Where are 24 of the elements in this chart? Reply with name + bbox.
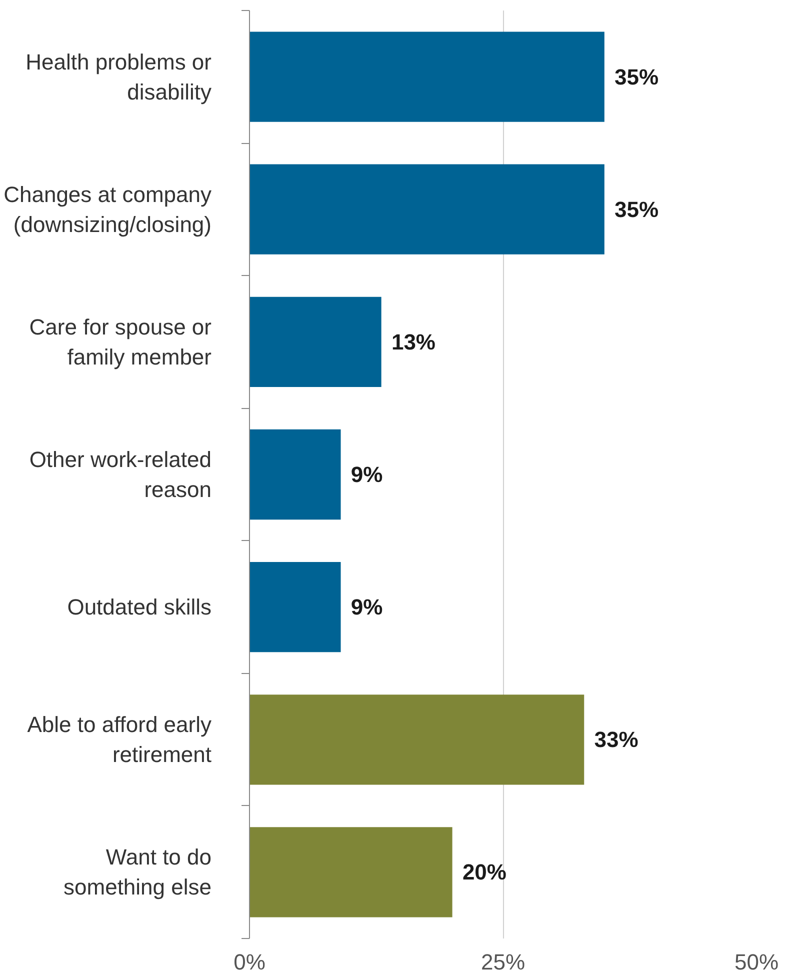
data-label: 35%: [614, 196, 659, 222]
bar: [250, 562, 341, 652]
bar: [250, 827, 452, 918]
x-tick-label: 0%: [234, 950, 266, 974]
data-label: 13%: [391, 329, 436, 354]
bar: [250, 32, 604, 122]
y-tick-label: Able to afford early retirement: [27, 712, 212, 768]
x-tick-label: 25%: [480, 950, 526, 974]
bar: [250, 164, 604, 254]
y-tick-label: Outdated skills: [67, 594, 212, 620]
y-tick-label: Changes at company (downsizing/closing): [4, 182, 212, 237]
y-tick-label: Want to do something else: [64, 844, 212, 900]
x-tick-label: 50%: [734, 950, 779, 974]
bar: [250, 429, 341, 520]
y-tick-label: Other work-related reason: [29, 447, 212, 502]
data-label: 33%: [594, 727, 638, 752]
y-tick-label: Care for spouse or family member: [29, 314, 212, 370]
bar: [250, 694, 584, 785]
data-label: 35%: [614, 64, 659, 90]
bar: [250, 296, 382, 388]
data-label: 9%: [350, 462, 383, 487]
data-label: 20%: [462, 860, 506, 885]
data-label: 9%: [350, 594, 383, 620]
y-tick-label: Health problems or disability: [26, 49, 212, 104]
